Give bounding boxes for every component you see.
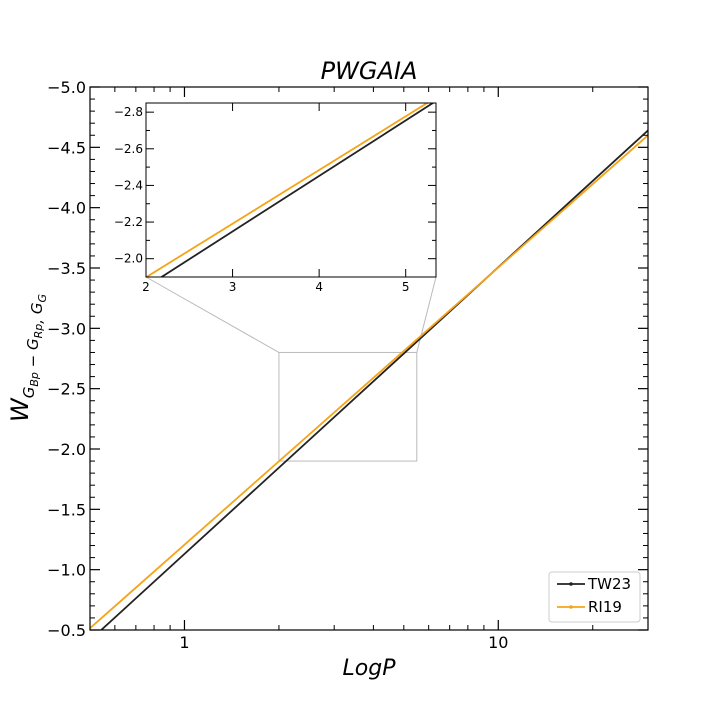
y-label-part: , G [28,303,46,324]
y-label-base: W [6,397,34,422]
x-tick-label: 1 [179,633,189,652]
y-tick-label: −5.0 [47,78,86,97]
x-axis-label: LogP [343,656,397,681]
inset-x-tick-label: 2 [142,280,150,294]
inset-x-tick-label: 3 [229,280,237,294]
y-label-subscript: Rp [32,324,45,339]
x-tick-label: 10 [488,633,508,652]
legend-marker-tw23 [569,582,573,586]
inset-series-line-tw23 [159,103,435,277]
inset-ticks: 2 3 4 5 −2.0 −2.2 −2.4 −2.6 −2.8 [114,103,436,294]
inset-y-tick-label: −2.2 [114,215,143,229]
series-line-tw23 [99,129,648,630]
inset-y-tick-label: −2.4 [114,178,143,192]
series-line-ri19 [90,134,648,629]
main-ticks: 1 10 −0.5 −1.0 −1.5 −2.0 −2.5 −3.0 −3.5 −4.0 −4.5 −… [47,78,649,652]
main-series-group [90,129,648,630]
y-tick-label: −0.5 [47,621,86,640]
y-label-part: G [20,387,38,399]
inset-chart: 2 3 4 5 −2.0 −2.2 −2.4 −2.6 −2.8 [114,102,437,294]
inset-series-line-ri19 [146,103,429,277]
legend: TW23 RI19 [548,571,641,623]
y-tick-label: −1.5 [47,500,86,519]
y-tick-label: −2.5 [47,380,86,399]
inset-series-group [146,103,435,277]
y-label-subscript: G [36,294,49,303]
inset-frame [145,102,437,278]
y-label-subscript: Bp [28,372,41,387]
legend-label-ri19: RI19 [588,598,622,616]
inset-y-tick-label: −2.0 [114,252,143,266]
y-tick-label: −4.5 [47,138,86,157]
inset-x-tick-label: 4 [315,280,323,294]
y-tick-label: −3.5 [47,259,86,278]
y-tick-label: −3.0 [47,319,86,338]
y-axis-label: WGBp − GRp, GG [6,294,49,422]
y-tick-label: −2.0 [47,440,86,459]
inset-y-tick-label: −2.8 [114,105,143,119]
legend-label-tw23: TW23 [587,575,631,593]
legend-marker-ri19 [569,605,573,609]
y-tick-label: −1.0 [47,561,86,580]
y-tick-label: −4.0 [47,199,86,218]
chart-title: PWGAIA [321,57,418,85]
plot-frame [89,86,649,631]
inset-y-tick-label: −2.6 [114,142,143,156]
zoom-box [278,351,418,462]
inset-x-tick-label: 5 [402,280,410,294]
y-label-part: − G [24,338,42,372]
zoom-connector-left [145,276,280,353]
